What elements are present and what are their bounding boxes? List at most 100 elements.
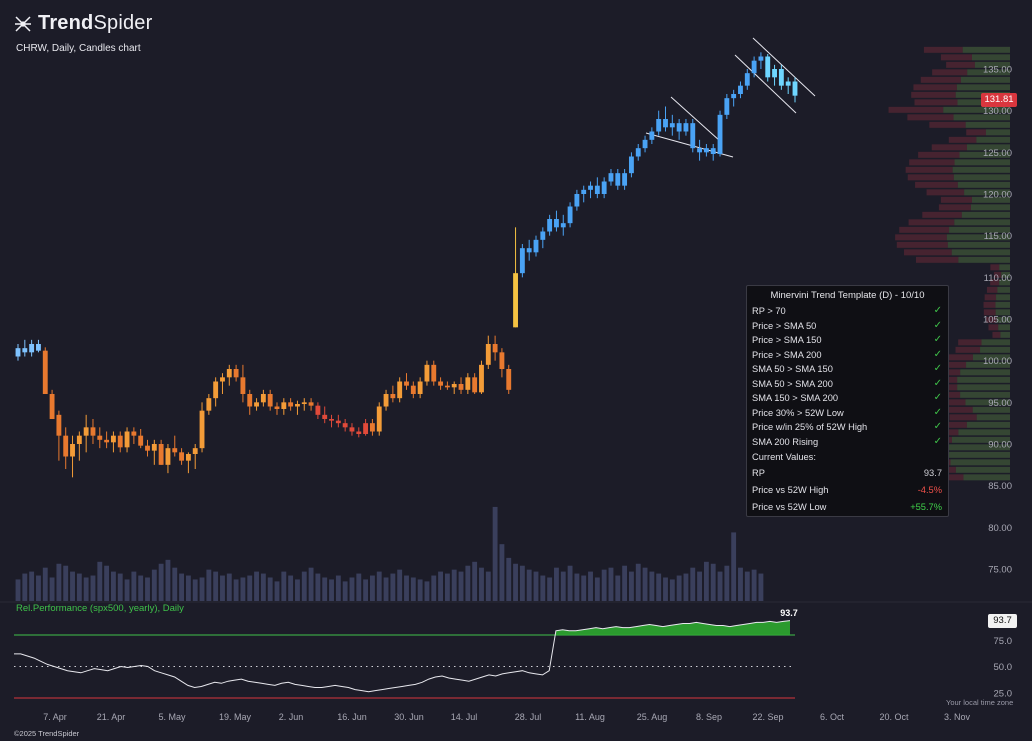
volume-bar [369,575,375,601]
volume-bar [724,565,730,601]
price-tick: 120.00 [983,190,1012,201]
vp-bar-green [959,151,1010,158]
check-icon: ✓ [933,406,942,418]
criterion-row: RP > 70 ✓ [747,304,948,319]
candle-body [444,385,450,388]
criterion-row: SMA 50 > SMA 150 ✓ [747,362,948,377]
vp-bar-red [940,54,972,61]
criterion-row: Price 30% > 52W Low ✓ [747,406,948,421]
candle-body [22,348,28,353]
volume-bar [554,567,559,601]
criterion-row: Price > SMA 200 ✓ [747,348,948,363]
candle-body [383,394,389,407]
candle-body [703,148,709,153]
volume-bar [104,565,110,601]
candle-body [295,404,300,407]
candle-body [683,123,689,132]
candle-body [15,348,21,357]
volume-bar [438,571,444,601]
candle-body [165,448,171,465]
volume-bar [233,579,239,601]
candle-body [260,394,266,403]
value-row-52w-high: Price vs 52W High -4.5% [747,482,948,499]
volume-bar [492,506,498,601]
price-tick: 90.00 [988,440,1012,451]
vp-bar-green [995,309,1010,316]
candle-body [179,452,185,461]
candle-body [458,384,464,390]
vp-bar-red [922,211,962,218]
vp-bar-green [947,241,1010,248]
volume-bar [165,559,171,601]
vp-bar-red [929,121,966,128]
price-axis: 135.00 130.00 125.00 120.00 115.00 110.00 105.… [983,65,1012,576]
candle-body [49,394,55,419]
candle-body [301,402,307,404]
volume-bar [151,569,157,601]
candle-body [56,414,62,436]
candle-body [431,364,437,382]
volume-bar [288,575,294,601]
candle-body [281,402,287,409]
value-label: Price vs 52W Low [752,502,827,512]
volume-bar [540,575,546,601]
vp-bar-green [947,451,1010,458]
volume-bar [240,577,246,601]
x-axis: 7. Apr 21. Apr 5. May 19. May 2. Jun 16. Jun 3… [43,712,970,722]
candle-body [451,384,457,388]
volume-bar [335,575,341,601]
candle-body [581,189,587,194]
volume-bar [533,571,539,601]
vp-bar-red [948,136,977,143]
volume-bar [281,571,287,601]
vp-bar-green [999,279,1010,286]
candle-body [424,364,430,382]
check-icon: ✓ [933,319,942,331]
volume-bar [649,571,655,601]
volume-bar [158,563,164,601]
vp-bar-green [965,399,1010,406]
x-tick: 6. Oct [820,712,845,722]
candle-body [601,181,607,194]
candle-body [322,414,328,419]
vp-bar-red [915,181,958,188]
x-tick: 11. Aug [575,712,605,722]
candle-body [274,406,280,409]
volume-bar [29,571,35,601]
candle-body [472,377,478,393]
candle-body [124,431,130,448]
trendspider-logo: TrendSpider [14,12,152,35]
volume-bar [70,571,75,601]
vp-bar-green [981,339,1010,346]
candle-body [751,60,757,74]
candle-body [635,148,641,157]
candle-body [63,435,69,457]
copyright: ©2025 TrendSpider [14,729,80,738]
check-icon: ✓ [933,377,942,389]
price-tick: 75.00 [988,565,1012,576]
candle-body [499,352,505,369]
x-tick: 20. Oct [879,712,909,722]
vp-bar-red [993,271,1002,278]
vp-bar-green [970,204,1010,211]
candle-body [506,369,512,390]
volume-bar [717,571,723,601]
volume-bar [145,577,150,601]
candles [15,52,798,478]
candle-body [104,439,110,443]
rp-tick: 50.0 [994,662,1013,673]
volume-bar [581,575,587,601]
volume-bar [36,575,41,601]
timezone-note: Your local time zone [946,698,1014,707]
candle-body [329,419,334,421]
rp-value-tag: 93.7 [988,614,1017,628]
vp-bar-green [953,174,1010,181]
volume-bar [683,573,689,601]
candle-body [438,381,444,386]
vp-bar-red [988,324,999,331]
volume-bar [131,571,137,601]
candle-body [792,81,798,96]
criterion-row: Price > SMA 50 ✓ [747,319,948,334]
volume-bar [206,569,212,601]
candle-body [199,410,205,449]
